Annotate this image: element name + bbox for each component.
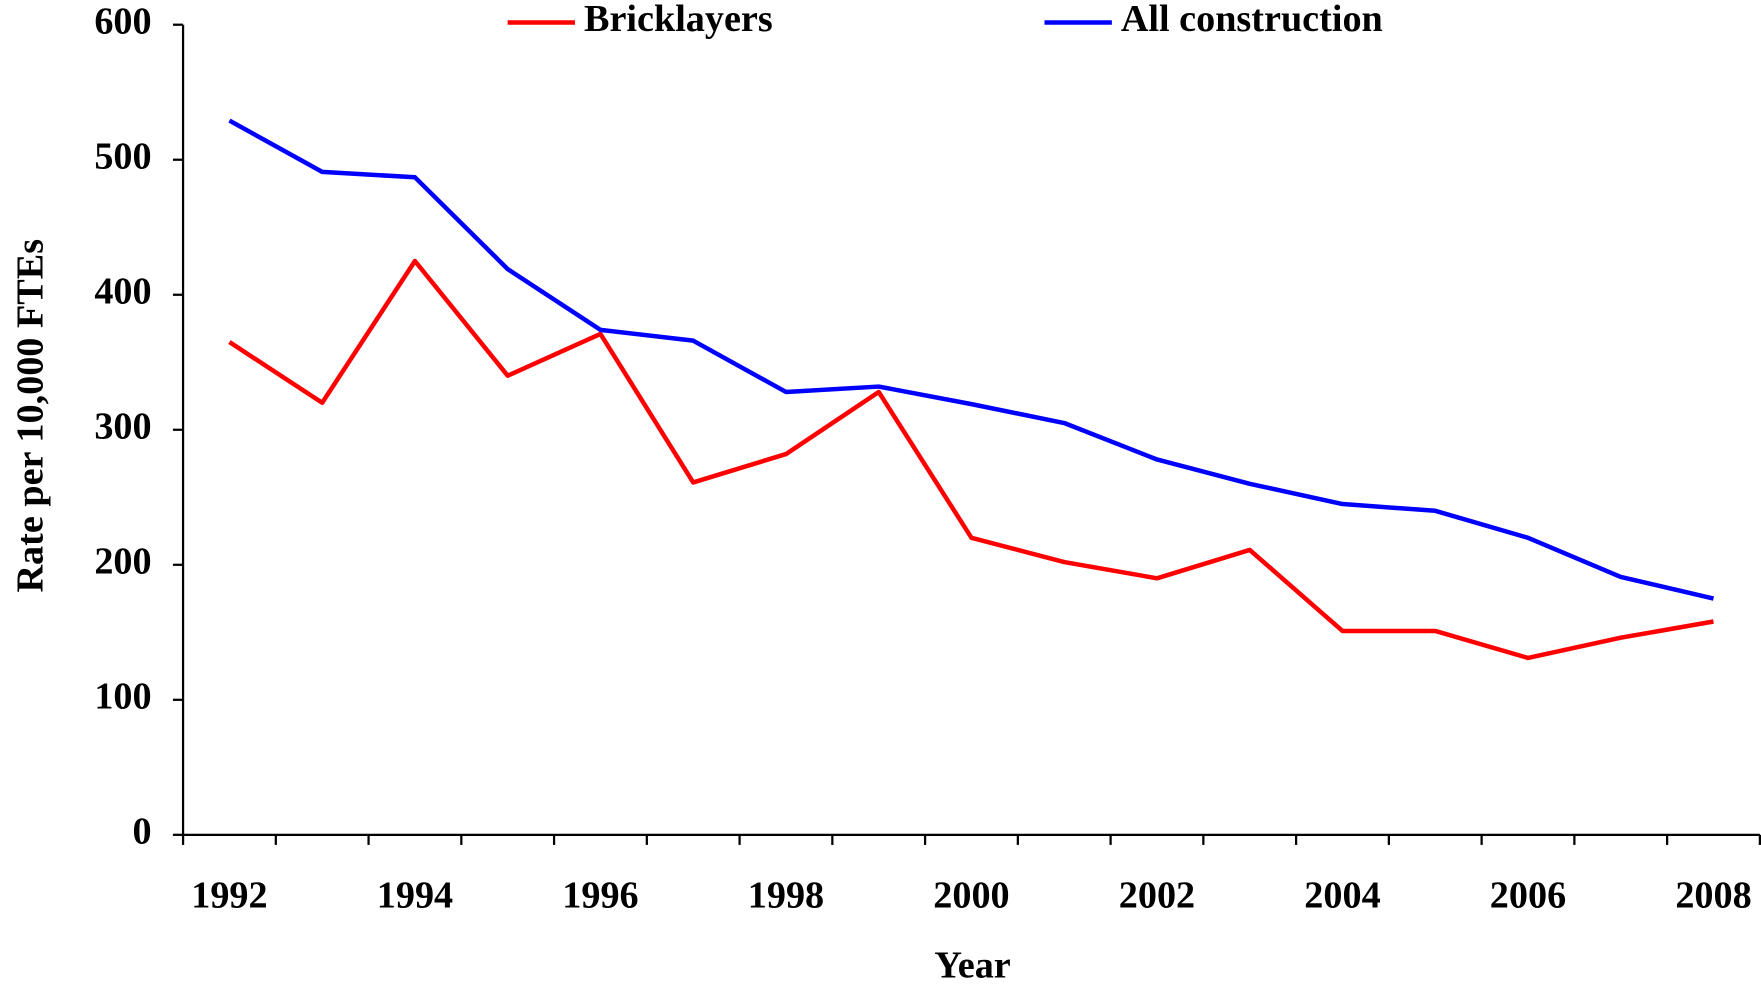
y-tick-label: 600 xyxy=(94,0,151,42)
series-line xyxy=(228,258,1714,661)
y-tick-label: 100 xyxy=(94,676,151,718)
y-axis-label: Rate per 10,000 FTEs xyxy=(9,239,51,593)
series-line xyxy=(228,118,1715,601)
y-tick-label: 0 xyxy=(133,811,152,853)
x-tick-label: 1994 xyxy=(377,875,453,917)
x-tick-label: 2000 xyxy=(933,875,1009,917)
legend-label: Bricklayers xyxy=(584,0,773,40)
x-tick-label: 1992 xyxy=(191,875,267,917)
x-tick-label: 2008 xyxy=(1675,875,1751,917)
y-tick-label: 300 xyxy=(94,406,151,448)
x-tick-label: 1998 xyxy=(748,875,824,917)
x-axis-label: Year xyxy=(934,944,1010,986)
y-tick-label: 400 xyxy=(94,271,151,313)
legend-label: All construction xyxy=(1121,0,1383,40)
x-tick-label: 2006 xyxy=(1490,875,1566,917)
x-tick-label: 2004 xyxy=(1304,875,1380,917)
y-tick-label: 500 xyxy=(94,135,151,177)
x-tick-label: 1996 xyxy=(562,875,638,917)
y-tick-label: 200 xyxy=(94,541,151,583)
x-tick-label: 2002 xyxy=(1119,875,1195,917)
